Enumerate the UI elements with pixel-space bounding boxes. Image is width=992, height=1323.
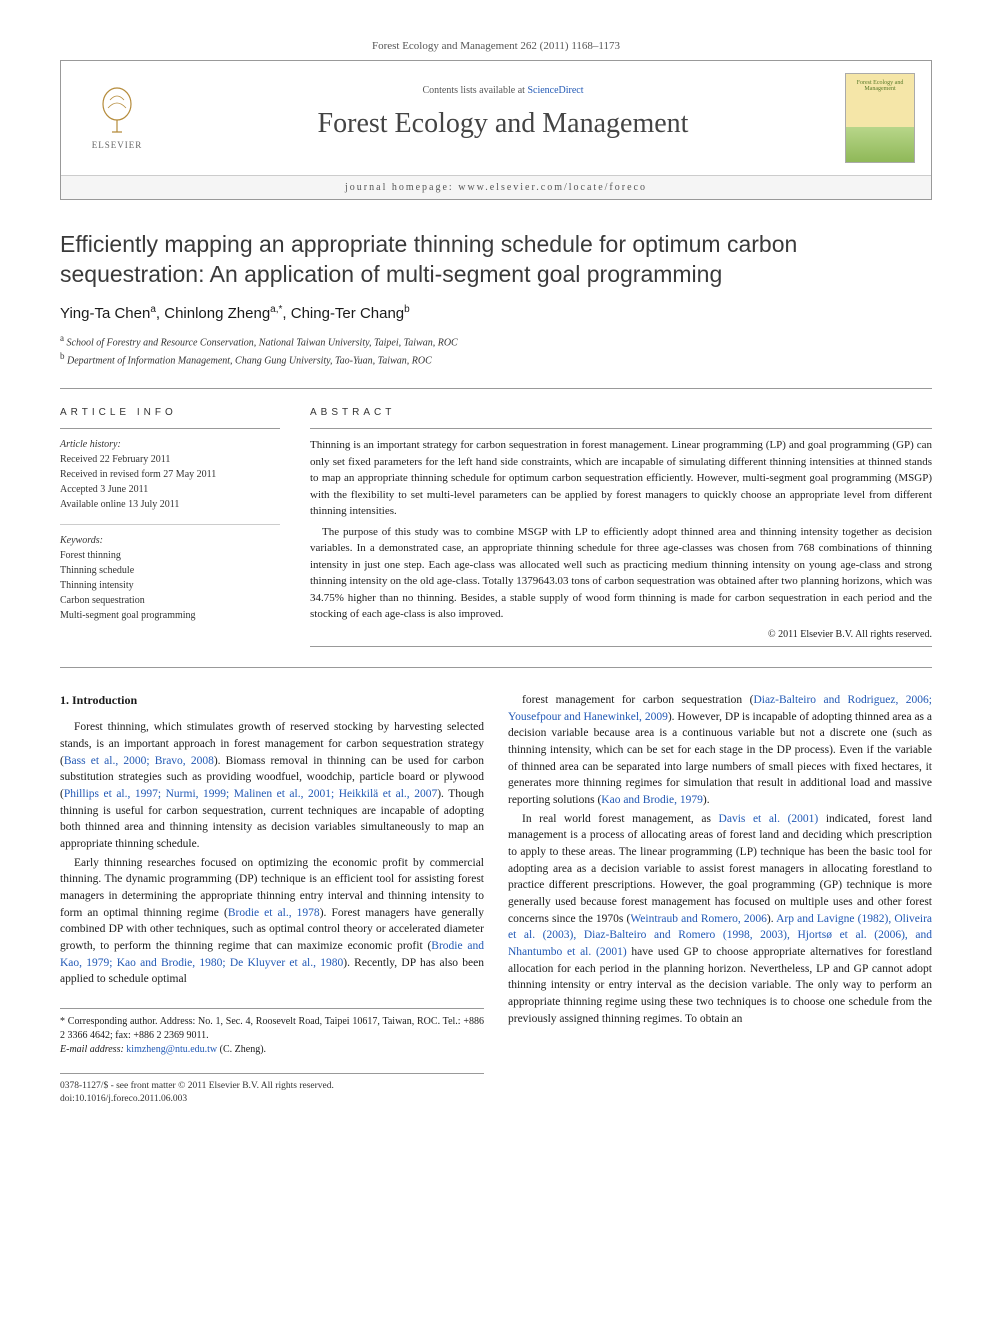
page: Forest Ecology and Management 262 (2011)… (0, 0, 992, 1147)
author: Ying-Ta Chena (60, 305, 156, 322)
masthead-center: Contents lists available at ScienceDirec… (177, 85, 829, 152)
author-link[interactable]: Ying-Ta Chen (60, 305, 150, 322)
corresponding-author-note: * Corresponding author. Address: No. 1, … (60, 1015, 484, 1043)
journal-cover-thumbnail[interactable]: Forest Ecology and Management (845, 73, 915, 163)
email-label: E-mail address: (60, 1044, 124, 1055)
article-footer-meta: 0378-1127/$ - see front matter © 2011 El… (60, 1073, 484, 1107)
divider (60, 524, 280, 525)
article-title: Efficiently mapping an appropriate thinn… (60, 230, 932, 290)
aff-text: Department of Information Management, Ch… (67, 355, 432, 366)
divider (60, 428, 280, 429)
article-info-column: ARTICLE INFO Article history: Received 2… (60, 407, 280, 647)
body-columns: 1. Introduction Forest thinning, which s… (60, 692, 932, 1107)
journal-homepage-line: journal homepage: www.elsevier.com/locat… (61, 176, 931, 199)
author-link[interactable]: Ching-Ter Chang (291, 305, 404, 322)
body-para: forest management for carbon sequestrati… (508, 692, 932, 809)
author-list: Ying-Ta Chena, Chinlong Zhenga,*, Ching-… (60, 304, 932, 322)
contents-available: Contents lists available at ScienceDirec… (177, 85, 829, 96)
history-item: Received 22 February 2011 (60, 452, 280, 467)
aff-text: School of Forestry and Resource Conserva… (67, 337, 458, 348)
author: Chinlong Zhenga,* (164, 305, 282, 322)
journal-masthead: ELSEVIER Contents lists available at Sci… (60, 60, 932, 200)
author-aff: a (150, 304, 156, 315)
divider (60, 388, 932, 389)
body-para: In real world forest management, as Davi… (508, 811, 932, 1028)
history-item: Available online 13 July 2011 (60, 497, 280, 512)
author-link[interactable]: Chinlong Zheng (164, 305, 270, 322)
publisher-name: ELSEVIER (92, 140, 143, 150)
abstract-copyright: © 2011 Elsevier B.V. All rights reserved… (310, 629, 932, 640)
cover-label: Forest Ecology and Management (846, 80, 914, 92)
history-label: Article history: (60, 437, 280, 452)
article-history: Article history: Received 22 February 20… (60, 437, 280, 512)
affiliation: a School of Forestry and Resource Conser… (60, 332, 932, 350)
email-suffix: (C. Zheng). (217, 1044, 266, 1055)
author-aff: a,* (270, 304, 282, 315)
running-header: Forest Ecology and Management 262 (2011)… (60, 40, 932, 52)
history-item: Received in revised form 27 May 2011 (60, 467, 280, 482)
abstract-column: ABSTRACT Thinning is an important strate… (310, 407, 932, 647)
keyword: Forest thinning (60, 548, 280, 563)
journal-title: Forest Ecology and Management (177, 108, 829, 140)
aff-sup: b (60, 351, 65, 361)
divider (60, 667, 932, 668)
info-abstract-row: ARTICLE INFO Article history: Received 2… (60, 407, 932, 647)
front-matter-line: 0378-1127/$ - see front matter © 2011 El… (60, 1080, 484, 1093)
affiliation: b Department of Information Management, … (60, 350, 932, 368)
aff-sup: a (60, 333, 64, 343)
keyword: Multi-segment goal programming (60, 608, 280, 623)
divider (310, 646, 932, 647)
keyword: Thinning intensity (60, 578, 280, 593)
column-right: forest management for carbon sequestrati… (508, 692, 932, 1107)
history-item: Accepted 3 June 2011 (60, 482, 280, 497)
contents-prefix: Contents lists available at (422, 85, 527, 96)
section-heading: 1. Introduction (60, 692, 484, 709)
abstract-text: Thinning is an important strategy for ca… (310, 437, 932, 623)
abstract-heading: ABSTRACT (310, 407, 932, 418)
abstract-para: The purpose of this study was to combine… (310, 524, 932, 623)
keyword: Carbon sequestration (60, 593, 280, 608)
keywords-block: Keywords: Forest thinning Thinning sched… (60, 533, 280, 623)
keywords-label: Keywords: (60, 533, 280, 548)
body-para: Early thinning researches focused on opt… (60, 855, 484, 988)
homepage-link[interactable]: www.elsevier.com/locate/foreco (458, 182, 647, 193)
affiliations: a School of Forestry and Resource Conser… (60, 332, 932, 369)
author-aff: b (404, 304, 410, 315)
keyword: Thinning schedule (60, 563, 280, 578)
doi-line: doi:10.1016/j.foreco.2011.06.003 (60, 1093, 484, 1106)
publisher-logo[interactable]: ELSEVIER (77, 78, 157, 158)
abstract-para: Thinning is an important strategy for ca… (310, 437, 932, 520)
author: Ching-Ter Changb (291, 305, 410, 322)
homepage-prefix: journal homepage: (345, 182, 458, 193)
article-info-heading: ARTICLE INFO (60, 407, 280, 418)
elsevier-tree-icon (92, 86, 142, 136)
email-line: E-mail address: kimzheng@ntu.edu.tw (C. … (60, 1043, 484, 1057)
email-link[interactable]: kimzheng@ntu.edu.tw (126, 1044, 217, 1055)
sciencedirect-link[interactable]: ScienceDirect (527, 85, 583, 96)
divider (310, 428, 932, 429)
column-left: 1. Introduction Forest thinning, which s… (60, 692, 484, 1107)
body-para: Forest thinning, which stimulates growth… (60, 719, 484, 852)
masthead-top: ELSEVIER Contents lists available at Sci… (61, 61, 931, 176)
footnotes: * Corresponding author. Address: No. 1, … (60, 1008, 484, 1057)
